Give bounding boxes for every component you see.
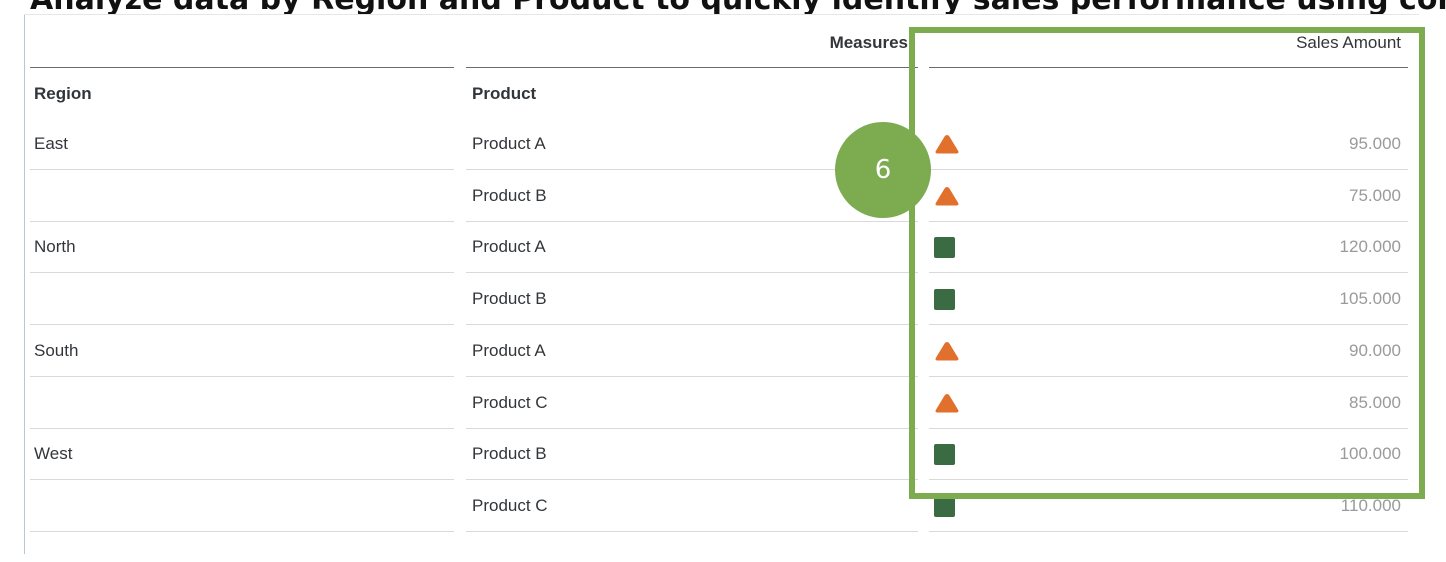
sales-amount-cell[interactable]: 120.000 [1339, 237, 1401, 257]
square-good-icon [934, 237, 955, 259]
table-left-border [24, 14, 25, 554]
row-divider [929, 530, 1408, 532]
row-divider [466, 427, 918, 429]
region-cell[interactable]: South [34, 340, 79, 360]
measures-label: Measures [829, 33, 908, 52]
row-divider [466, 530, 918, 532]
product-cell[interactable]: Product A [472, 237, 546, 257]
square-good-icon [934, 444, 955, 466]
row-divider [30, 479, 454, 481]
row-divider [466, 324, 918, 326]
triangle-warning-icon [935, 135, 959, 154]
sales-amount-cell[interactable]: 75.000 [1349, 185, 1401, 205]
sales-amount-cell[interactable]: 90.000 [1349, 340, 1401, 360]
row-divider [30, 220, 454, 222]
row-divider [929, 169, 1408, 170]
row-divider [466, 479, 918, 481]
triangle-warning-icon [935, 341, 959, 361]
region-cell[interactable]: West [34, 444, 73, 464]
table-top-border [24, 14, 1419, 15]
product-cell[interactable]: Product C [472, 495, 548, 515]
product-cell[interactable]: Product A [472, 340, 546, 360]
row-divider [929, 427, 1408, 429]
row-divider [30, 375, 454, 377]
product-cell[interactable]: Product B [472, 444, 547, 464]
square-good-icon [934, 495, 955, 517]
product-cell[interactable]: Product B [472, 185, 547, 205]
sales-amount-header[interactable]: Sales Amount [1296, 33, 1401, 52]
row-divider [30, 530, 454, 532]
row-divider [466, 272, 918, 274]
sales-amount-cell[interactable]: 100.000 [1339, 444, 1401, 464]
product-cell[interactable]: Product A [472, 134, 546, 153]
product-cell[interactable]: Product C [472, 392, 548, 412]
triangle-warning-icon [935, 186, 959, 206]
header-divider-product [466, 67, 918, 68]
sales-amount-cell[interactable]: 105.000 [1339, 289, 1401, 309]
row-divider [929, 479, 1408, 481]
row-divider [30, 272, 454, 274]
sales-amount-cell[interactable]: 85.000 [1349, 392, 1401, 412]
row-divider [466, 375, 918, 377]
row-divider [929, 272, 1408, 274]
product-cell[interactable]: Product B [472, 289, 547, 309]
row-divider [30, 169, 454, 170]
row-divider [30, 427, 454, 429]
region-column-header[interactable]: Region [34, 84, 92, 103]
header-divider-region [30, 67, 454, 68]
caption-area: Analyze data by Region and Product to qu… [0, 0, 1446, 14]
region-cell[interactable]: East [34, 134, 69, 153]
row-divider [466, 220, 918, 222]
step-badge: 6 [835, 122, 931, 218]
page-caption: Analyze data by Region and Product to qu… [30, 0, 1446, 14]
row-divider [929, 220, 1408, 222]
row-divider [30, 324, 454, 326]
sales-amount-cell[interactable]: 110.000 [1340, 495, 1401, 515]
square-good-icon [934, 289, 955, 311]
sales-amount-cell[interactable]: 95.000 [1349, 134, 1401, 153]
row-divider [929, 324, 1408, 326]
region-cell[interactable]: North [34, 237, 76, 257]
product-column-header[interactable]: Product [472, 84, 537, 103]
row-divider [929, 375, 1408, 377]
row-divider [466, 169, 918, 170]
triangle-warning-icon [935, 393, 959, 412]
header-divider-measure [929, 67, 1408, 68]
